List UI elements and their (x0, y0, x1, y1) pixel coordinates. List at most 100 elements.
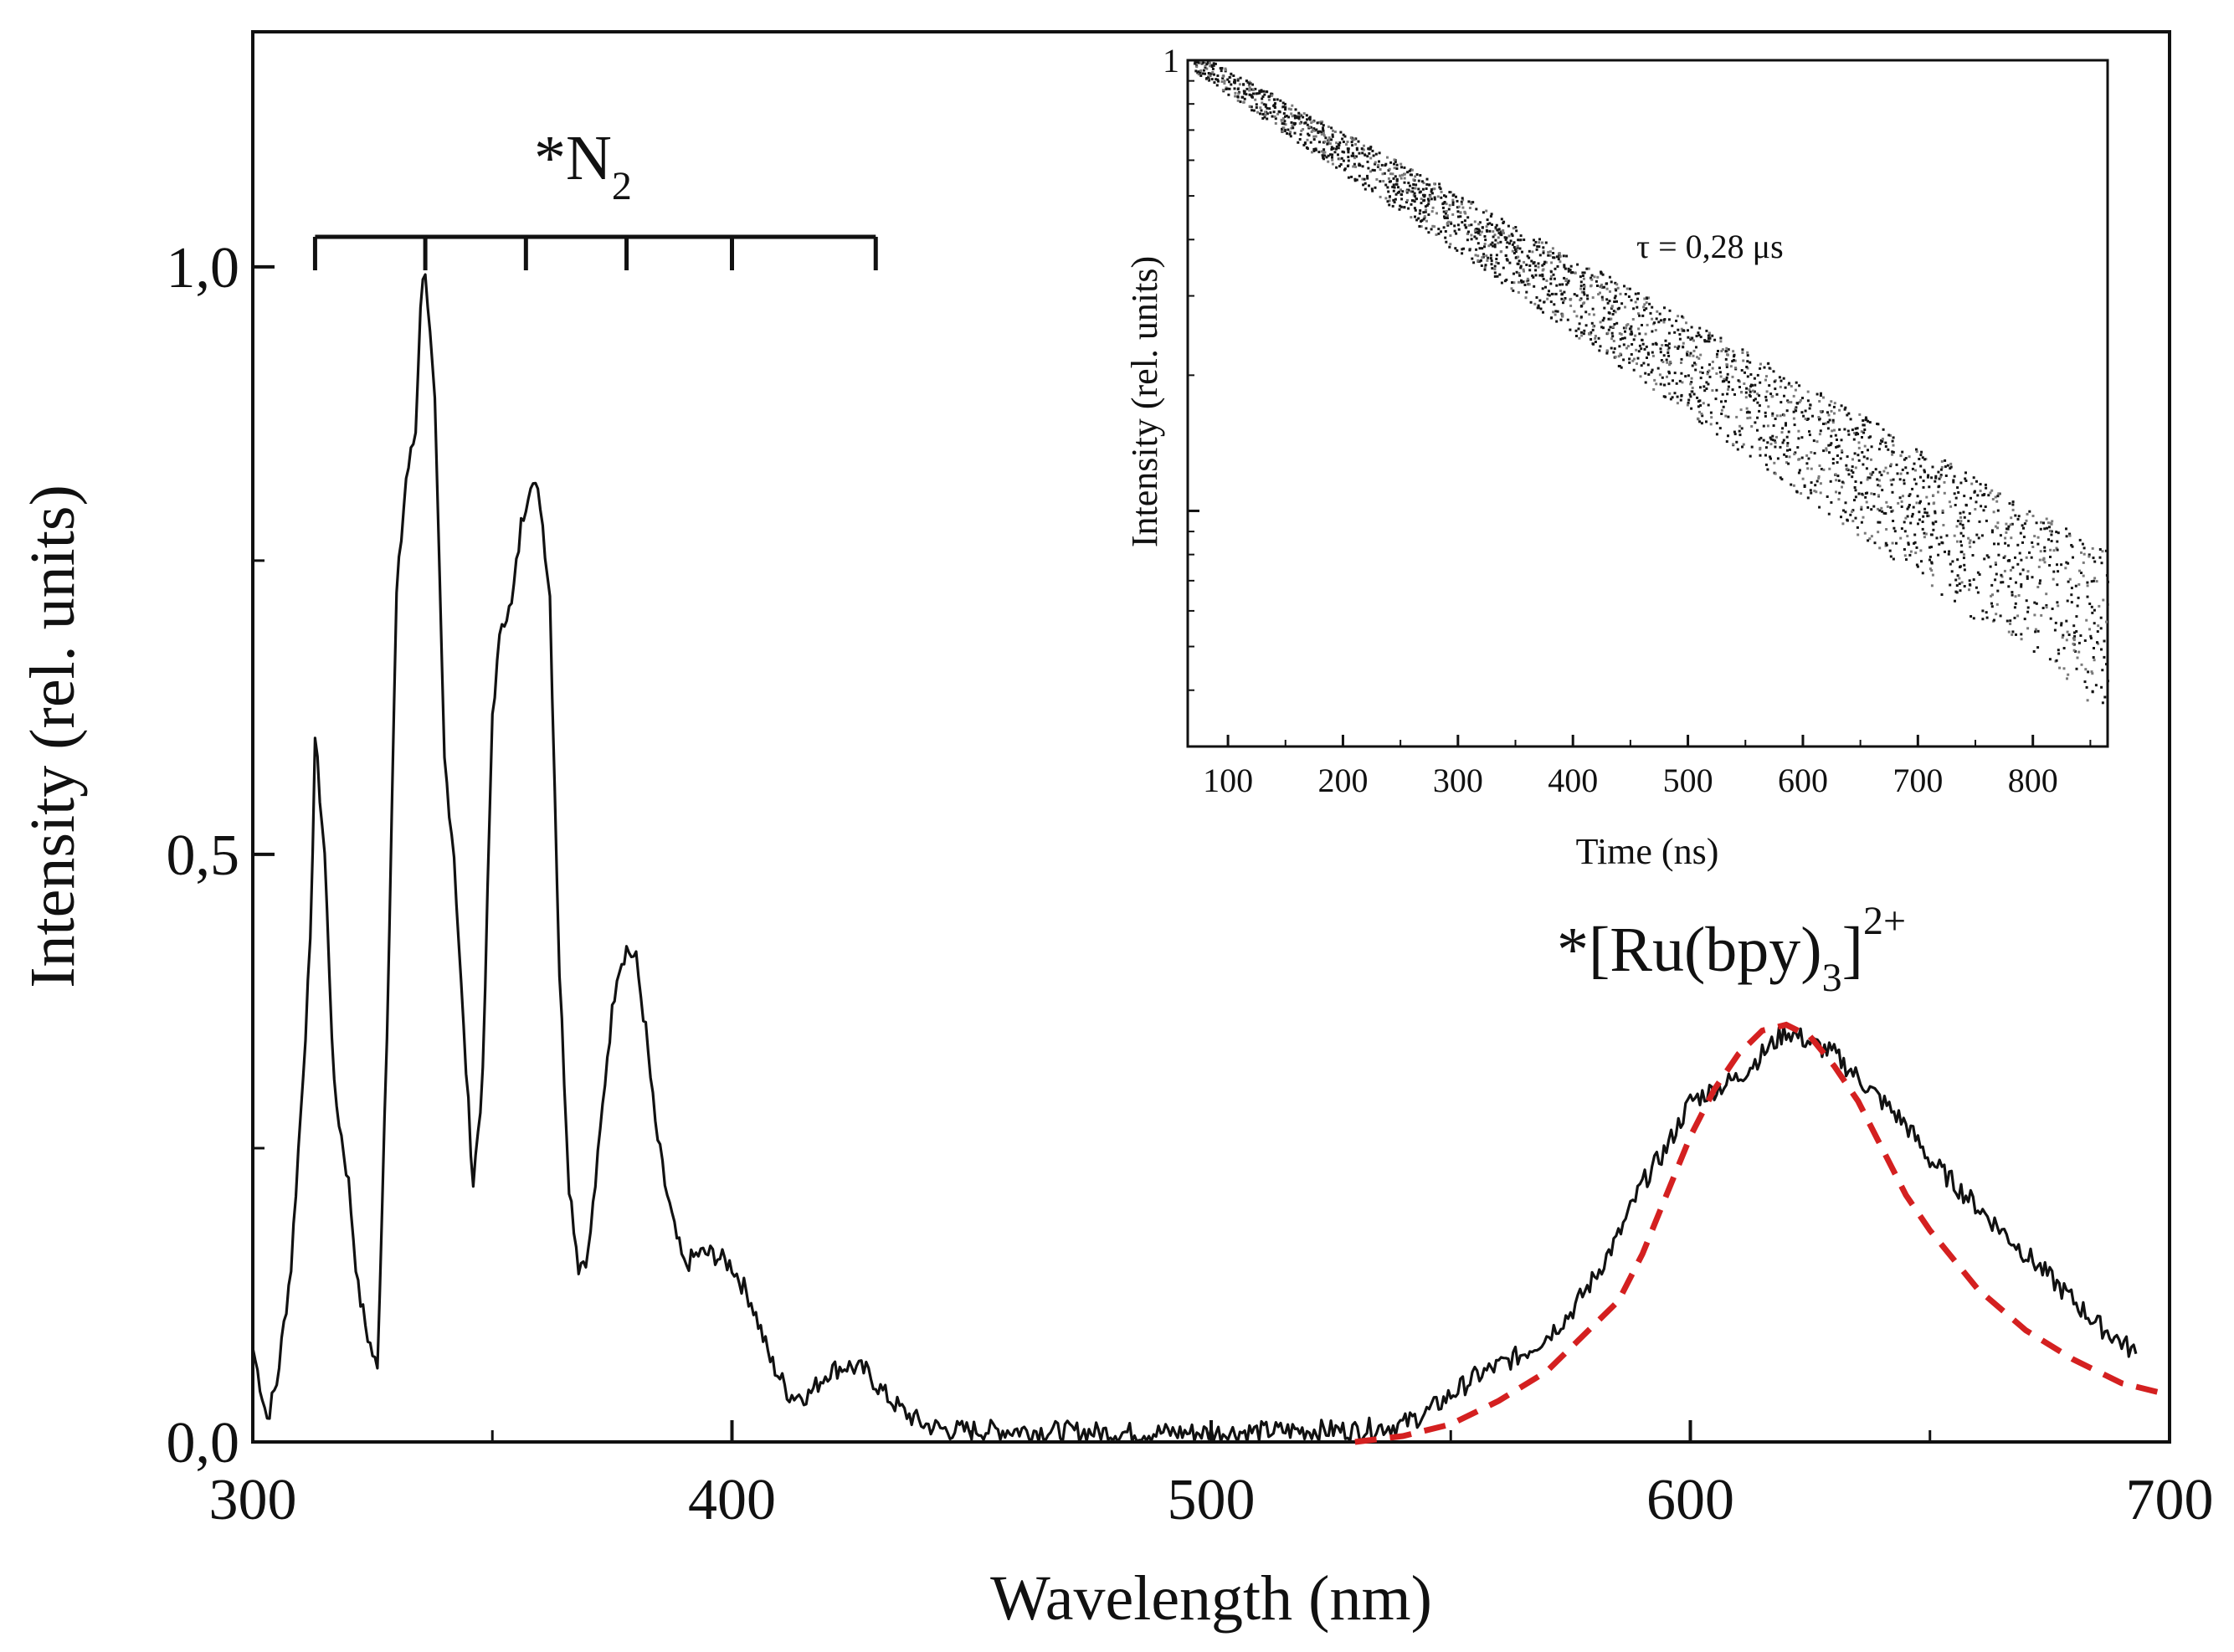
inset-data-point (1610, 305, 1614, 308)
inset-data-point (2039, 579, 2041, 582)
inset-data-point (1468, 207, 1471, 209)
inset-data-point (1653, 321, 1656, 325)
inset-data-point (1680, 393, 1683, 397)
inset-data-point (1691, 387, 1694, 389)
inset-data-point (1889, 434, 1892, 437)
inset-data-point (1467, 223, 1471, 227)
inset-data-point (1656, 310, 1659, 313)
inset-data-point (1797, 458, 1800, 461)
inset-data-point (1433, 196, 1436, 199)
inset-data-point (1644, 372, 1647, 375)
inset-data-point (1878, 509, 1882, 512)
inset-data-point (1512, 241, 1516, 244)
inset-data-point (1668, 363, 1672, 367)
inset-data-point (1277, 110, 1281, 113)
inset-data-point (1474, 231, 1477, 234)
inset-data-point (2068, 534, 2072, 537)
inset-data-point (1255, 92, 1258, 95)
inset-data-point (1457, 205, 1461, 208)
inset-data-point (1857, 446, 1861, 449)
inset-data-point (1817, 475, 1821, 478)
inset-data-point (1762, 424, 1765, 428)
inset-data-point (1353, 162, 1356, 166)
inset-data-point (1227, 93, 1230, 96)
inset-data-point (1521, 250, 1523, 254)
inset-data-point (1667, 331, 1671, 335)
inset-data-point (1727, 348, 1730, 351)
inset-data-point (1413, 207, 1416, 210)
inset-data-point (1664, 344, 1667, 346)
inset-data-point (1413, 192, 1416, 195)
inset-data-point (1887, 434, 1891, 437)
inset-data-point (1554, 267, 1557, 270)
inset-data-point (2077, 582, 2081, 586)
inset-data-point (1599, 321, 1602, 324)
inset-data-point (1378, 151, 1381, 155)
inset-y-axis-label: Intensity (rel. units) (1124, 256, 1165, 547)
inset-data-point (1266, 112, 1269, 115)
inset-data-point (1517, 239, 1520, 242)
inset-data-point (1959, 566, 1961, 569)
inset-data-point (2080, 551, 2082, 554)
inset-data-point (1774, 387, 1777, 391)
inset-data-point (2054, 621, 2057, 624)
inset-data-point (1840, 516, 1842, 519)
inset-data-point (1974, 508, 1977, 510)
inset-data-point (2009, 523, 2012, 526)
inset-data-point (1842, 509, 1845, 512)
inset-data-point (1963, 563, 1966, 567)
inset-data-point (1389, 195, 1391, 198)
inset-data-point (1912, 505, 1915, 509)
inset-data-point (1813, 490, 1816, 493)
inset-data-point (1600, 326, 1604, 329)
inset-data-point (1833, 428, 1836, 432)
inset-data-point (1851, 510, 1853, 513)
inset-data-point (1841, 450, 1844, 454)
inset-data-point (1342, 141, 1345, 143)
inset-data-point (1574, 271, 1577, 274)
inset-data-point (1409, 184, 1411, 187)
inset-data-point (1369, 147, 1372, 151)
inset-data-point (1323, 140, 1327, 143)
inset-data-point (1250, 105, 1253, 109)
inset-data-point (1962, 557, 1965, 560)
inset-data-point (1913, 462, 1916, 465)
inset-data-point (1786, 399, 1790, 403)
inset-data-point (1292, 121, 1296, 125)
inset-data-point (1565, 278, 1569, 280)
inset-data-point (1422, 211, 1425, 214)
inset-data-point (1320, 122, 1323, 126)
inset-data-point (1204, 65, 1207, 69)
inset-data-point (1970, 615, 1973, 618)
inset-data-point (2023, 618, 2026, 621)
inset-data-point (1291, 115, 1294, 118)
inset-data-point (1392, 183, 1395, 187)
inset-data-point (1578, 322, 1581, 326)
inset-data-point (1430, 188, 1433, 191)
inset-data-point (1443, 215, 1446, 218)
inset-data-point (1781, 427, 1785, 430)
inset-data-point (1471, 201, 1475, 204)
inset-data-point (2049, 521, 2052, 525)
inset-data-point (1915, 450, 1918, 454)
inset-data-point (1520, 280, 1523, 284)
inset-data-point (1669, 398, 1672, 401)
inset-data-point (1701, 372, 1704, 374)
inset-data-point (1793, 453, 1796, 456)
inset-data-point (1908, 455, 1911, 459)
inset-data-point (1337, 143, 1340, 146)
inset-data-point (1701, 366, 1703, 369)
inset-data-point (1798, 469, 1801, 472)
inset-data-point (1473, 229, 1476, 233)
inset-data-point (1996, 509, 2000, 512)
inset-data-point (1985, 616, 1989, 619)
inset-data-point (1828, 467, 1831, 470)
inset-data-point (1487, 256, 1490, 259)
inset-data-point (1851, 465, 1854, 469)
inset-data-point (1339, 163, 1343, 166)
inset-data-point (1641, 338, 1644, 341)
inset-data-point (1286, 128, 1290, 131)
inset-data-point (1689, 338, 1692, 341)
inset-data-point (1792, 417, 1795, 420)
inset-data-point (1366, 155, 1369, 158)
